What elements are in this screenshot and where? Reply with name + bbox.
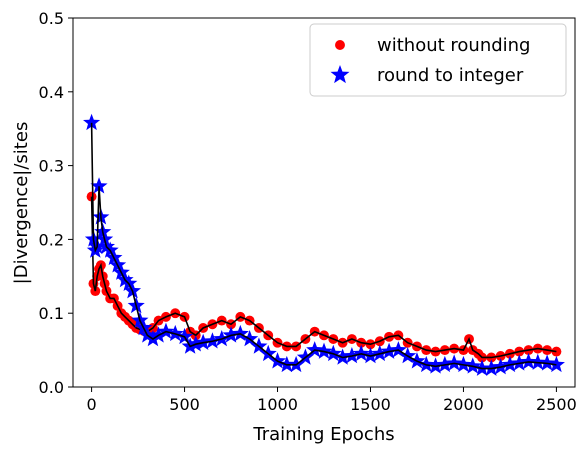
series-line [90, 196, 557, 359]
data-point [473, 359, 491, 376]
plot-area [83, 113, 565, 376]
data-point [445, 354, 463, 371]
y-tick-label: 0.1 [39, 304, 64, 323]
legend: without rounding round to integer [309, 23, 567, 97]
legend-marker-circle [335, 40, 345, 50]
y-tick-label: 0.2 [39, 230, 64, 249]
data-point [231, 324, 249, 342]
y-tick-label: 0.0 [39, 378, 64, 397]
data-point [90, 177, 108, 194]
data-point [222, 326, 240, 343]
plot-frame [72, 17, 576, 388]
data-point [538, 354, 556, 371]
ticks: 0 500 1000 1500 2000 2500 0.0 0.1 0.2 0.3 0.4 0.5 [39, 9, 577, 414]
data-point [176, 327, 194, 345]
legend-marker-star [330, 65, 350, 84]
series-line [90, 122, 557, 370]
legend-entry-without-rounding: without rounding [377, 35, 530, 56]
legend-markers [330, 40, 350, 84]
x-tick-label: 2000 [443, 395, 484, 414]
data-point [166, 324, 184, 342]
legend-box [309, 23, 567, 97]
data-point [86, 191, 97, 202]
data-point [315, 342, 333, 359]
data-point [436, 355, 454, 373]
x-tick-label: 2500 [536, 395, 577, 414]
y-axis-label: |Divergence|/sites [11, 122, 32, 285]
x-tick-label: 1500 [350, 395, 391, 414]
series-0 [86, 191, 562, 363]
y-tick-label: 0.3 [39, 157, 64, 176]
data-point [157, 322, 175, 339]
data-point [278, 355, 296, 373]
data-point [547, 355, 565, 373]
data-point [203, 332, 221, 349]
data-point [482, 359, 500, 376]
data-point [501, 355, 519, 373]
data-point [454, 355, 472, 373]
data-point [492, 358, 510, 375]
data-point [529, 353, 547, 370]
data-point [343, 347, 361, 364]
data-point [306, 341, 324, 358]
data-point [464, 357, 482, 374]
data-point [510, 354, 528, 371]
data-point [389, 341, 407, 358]
data-point [371, 344, 389, 362]
x-tick-label: 500 [169, 395, 200, 414]
y-tick-label: 0.5 [39, 9, 64, 28]
data-point [83, 113, 101, 131]
data-point [361, 347, 380, 364]
data-point [380, 342, 398, 359]
data-point [519, 352, 538, 370]
data-point [352, 344, 370, 362]
legend-entry-round-to-integer: round to integer [377, 65, 524, 86]
data-point [187, 335, 205, 352]
data-point [324, 344, 342, 362]
x-axis-label: Training Epochs [252, 424, 394, 445]
data-point [194, 333, 212, 350]
y-tick-label: 0.4 [39, 83, 64, 102]
x-tick-label: 0 [86, 395, 96, 414]
x-tick-label: 1000 [257, 395, 298, 414]
data-point [427, 357, 445, 374]
series-1 [83, 113, 565, 376]
